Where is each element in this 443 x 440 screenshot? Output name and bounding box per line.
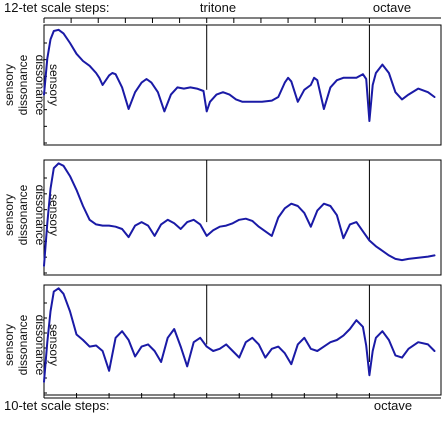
ylabel-panel-1-line1: sensory	[2, 64, 16, 106]
ylabel-panel-3-line2: dissonance	[16, 314, 30, 375]
panel-2-dissonance-curve	[43, 162, 436, 267]
panel-3-frame	[43, 284, 442, 396]
ylabel-panel-2-line1: sensory	[2, 194, 16, 236]
ylabel-panel-1-line2: dissonance	[16, 54, 30, 115]
ylabel-panel-2-line2: dissonance	[16, 184, 30, 245]
ylabel-panel-2-mirror2: sensory	[47, 194, 61, 236]
top-marker-label-octave: octave	[373, 0, 411, 15]
plot-area	[43, 17, 442, 399]
top-axis-caption: 12-tet scale steps:	[4, 0, 110, 15]
panel-1-dissonance-curve	[43, 28, 436, 122]
panel-3-dissonance-curve	[43, 287, 436, 383]
ylabel-panel-2: sensory dissonance dissonance sensory	[2, 184, 61, 245]
ylabel-panel-1-mirror2: sensory	[47, 64, 61, 106]
ylabel-panel-3: sensory dissonance dissonance sensory	[2, 314, 61, 375]
panel-2-frame	[43, 159, 442, 276]
top-marker-label-tritone: tritone	[200, 0, 236, 15]
ylabel-panel-1: sensory dissonance dissonance sensory	[2, 54, 61, 115]
ylabel-panel-3-mirror2: sensory	[47, 324, 61, 366]
bottom-marker-label-octave: octave	[374, 398, 412, 413]
ylabel-panel-3-line1: sensory	[2, 324, 16, 366]
bottom-axis-caption: 10-tet scale steps:	[4, 398, 110, 413]
